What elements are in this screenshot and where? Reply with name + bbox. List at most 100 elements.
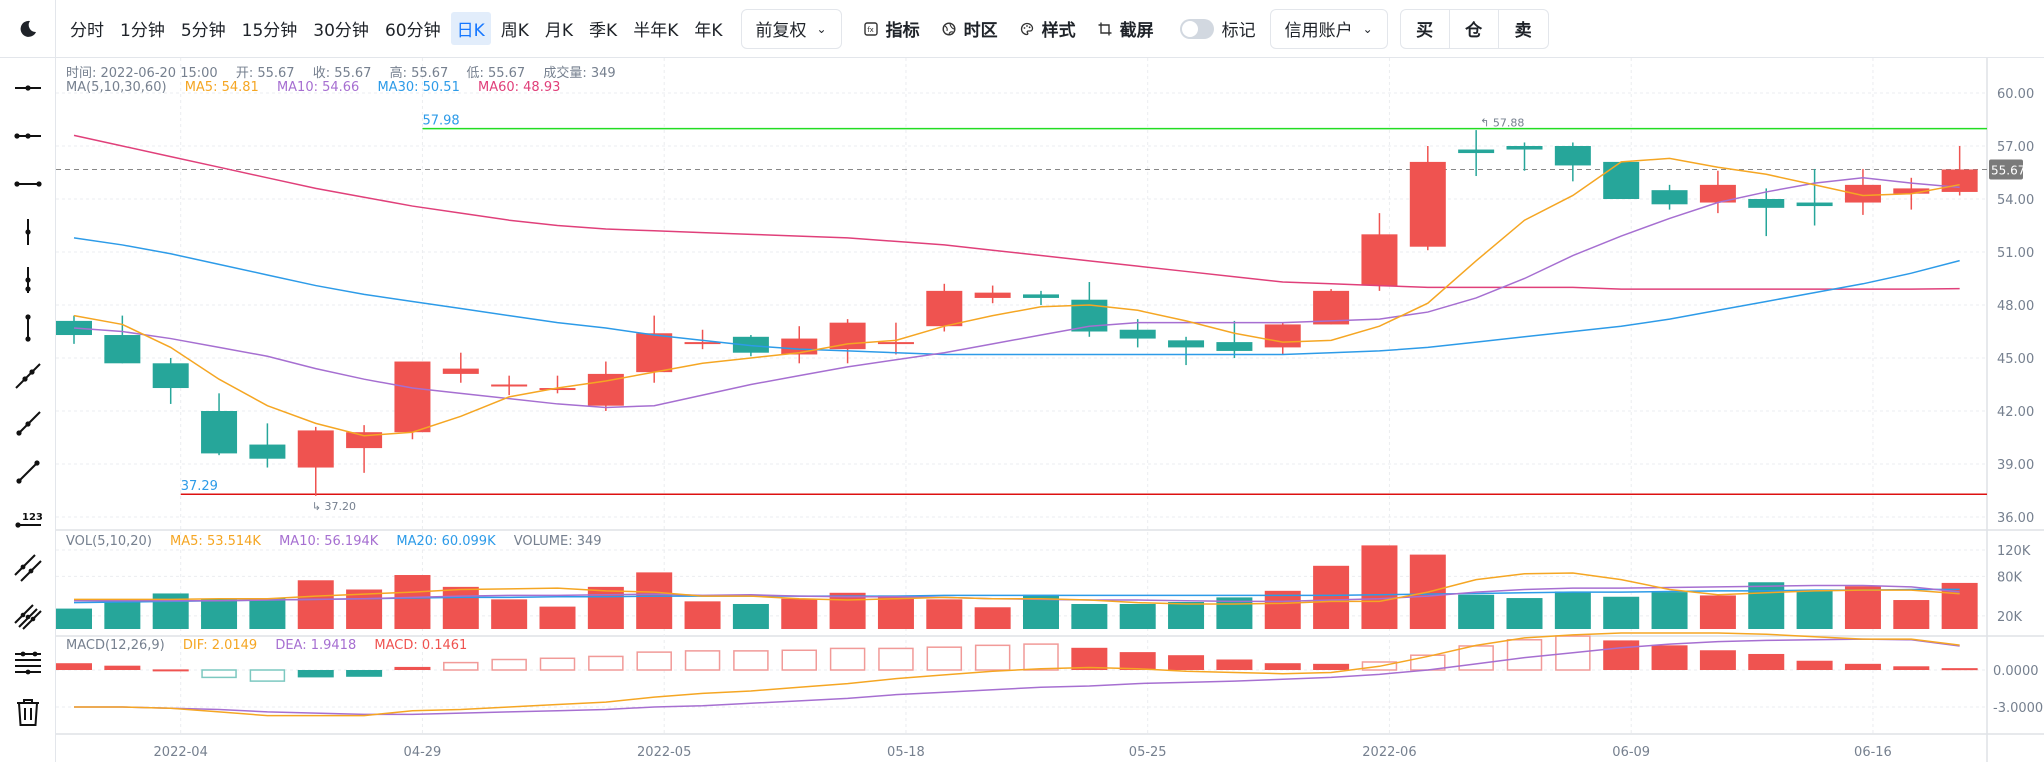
svg-text:36.00: 36.00 — [1997, 511, 2034, 526]
period-tab-daily[interactable]: 日K — [450, 12, 491, 45]
vol-ma10-value: MA10: 56.194K — [279, 534, 379, 549]
svg-text:fx: fx — [867, 26, 874, 34]
period-tab-half-year[interactable]: 半年K — [633, 21, 679, 41]
svg-text:57.98: 57.98 — [422, 114, 459, 129]
info-volume: 成交量: 349 — [543, 66, 616, 81]
drawing-toolbar: 123 — [0, 58, 56, 762]
svg-text:2022-05: 2022-05 — [637, 745, 691, 760]
crop-icon — [1098, 22, 1112, 35]
vertical-ray-icon[interactable] — [8, 212, 48, 252]
ohlc-info: 时间: 2022-06-20 15:00 开: 55.67 收: 55.67 高… — [66, 62, 630, 81]
sell-button[interactable]: 卖 — [1514, 21, 1532, 41]
svg-text:-3.0000: -3.0000 — [1993, 701, 2043, 716]
period-tab-monthly[interactable]: 月K — [544, 21, 574, 41]
vol-legend-title: VOL(5,10,20) — [66, 534, 152, 549]
segment-icon[interactable] — [8, 404, 48, 444]
price-adjust-label: 前复权 — [755, 21, 807, 41]
svg-text:↳ 37.20: ↳ 37.20 — [312, 500, 356, 513]
period-tab-30min[interactable]: 30分钟 — [313, 21, 369, 41]
period-tab-1min[interactable]: 1分钟 — [120, 21, 165, 41]
ma10-value: MA10: 54.66 — [276, 80, 360, 95]
svg-text:05-18: 05-18 — [887, 745, 925, 760]
macd-legend-title: MACD(12,26,9) — [66, 638, 165, 653]
ma-legend-title: MA(5,10,30,60) — [66, 80, 167, 95]
fibonacci-icon[interactable] — [8, 644, 48, 684]
mark-toggle-group: 标记 — [1179, 16, 1256, 41]
dea-value: DEA: 1.9418 — [275, 638, 357, 653]
ma30-value: MA30: 50.51 — [377, 80, 460, 95]
mark-label: 标记 — [1221, 21, 1256, 41]
period-tab-yearly[interactable]: 年K — [694, 21, 723, 41]
period-tabs: 分时 1分钟 5分钟 15分钟 30分钟 60分钟 日K 周K 月K 季K 半年… — [64, 12, 733, 45]
timezone-button[interactable]: 时区 — [942, 16, 998, 41]
svg-text:80K: 80K — [1997, 570, 2023, 585]
info-close: 收: 55.67 — [312, 66, 372, 81]
vertical-segment-icon[interactable] — [8, 260, 48, 300]
vol-ma5-value: MA5: 53.514K — [170, 534, 261, 549]
svg-text:06-16: 06-16 — [1854, 745, 1892, 760]
period-tab-15min[interactable]: 15分钟 — [241, 21, 298, 41]
svg-text:123: 123 — [22, 512, 43, 523]
vertical-line-icon[interactable] — [8, 308, 48, 348]
globe-icon — [942, 21, 956, 36]
price-channel-icon[interactable] — [8, 596, 48, 636]
chart-canvas[interactable]: 60.00 57.00 54.00 51.00 48.00 45.00 42.00 39.00… — [56, 58, 2044, 762]
vol-ma20-value: MA20: 60.099K — [396, 534, 496, 549]
theme-toggle-button[interactable] — [0, 0, 56, 58]
ma-legend: MA(5,10,30,60) MA5: 54.81 MA10: 54.66 MA… — [66, 80, 574, 95]
buy-button[interactable]: 买 — [1401, 9, 1450, 48]
macd-legend: MACD(12,26,9) DIF: 2.0149 DEA: 1.9418 MA… — [66, 638, 481, 653]
indicator-button[interactable]: fx 指标 — [863, 16, 920, 41]
parallel-channel-icon[interactable] — [8, 548, 48, 588]
screenshot-label: 截屏 — [1119, 21, 1154, 41]
macd-value: MACD: 0.1461 — [374, 638, 468, 653]
ma60-value: MA60: 48.93 — [478, 80, 561, 95]
svg-text:↰ 57.88: ↰ 57.88 — [1480, 116, 1524, 129]
svg-text:06-09: 06-09 — [1612, 745, 1650, 760]
svg-text:54.00: 54.00 — [1997, 193, 2034, 208]
style-button[interactable]: 样式 — [1020, 16, 1076, 41]
svg-text:05-25: 05-25 — [1129, 745, 1167, 760]
account-label: 信用账户 — [1284, 21, 1353, 41]
dif-value: DIF: 2.0149 — [182, 638, 258, 653]
period-tab-60min[interactable]: 60分钟 — [384, 21, 441, 41]
top-toolbar: 分时 1分钟 5分钟 15分钟 30分钟 60分钟 日K 周K 月K 季K 半年… — [0, 0, 2044, 58]
svg-text:120K: 120K — [1997, 544, 2031, 559]
timezone-label: 时区 — [963, 21, 998, 41]
price-adjust-dropdown[interactable]: 前复权 ⌄ — [740, 8, 842, 49]
period-tab-quarterly[interactable]: 季K — [589, 21, 618, 41]
svg-text:37.29: 37.29 — [181, 479, 218, 494]
screenshot-button[interactable]: 截屏 — [1098, 16, 1154, 41]
trade-button-group: 买 仓 卖 — [1399, 8, 1549, 49]
period-tab-weekly[interactable]: 周K — [500, 21, 529, 41]
svg-text:04-29: 04-29 — [404, 745, 442, 760]
mark-toggle[interactable] — [1179, 18, 1214, 39]
svg-text:55.67: 55.67 — [1991, 163, 2025, 177]
period-tab-5min[interactable]: 5分钟 — [180, 21, 226, 41]
svg-text:60.00: 60.00 — [1997, 87, 2034, 102]
fx-icon: fx — [863, 21, 878, 36]
svg-text:0.0000: 0.0000 — [1993, 664, 2039, 679]
straight-line-icon[interactable] — [8, 452, 48, 492]
vol-volume-value: VOLUME: 349 — [513, 534, 602, 549]
chevron-down-icon: ⌄ — [1362, 21, 1373, 36]
horizontal-ray-icon[interactable] — [8, 68, 48, 108]
horizontal-line-icon[interactable] — [8, 164, 48, 204]
svg-text:2022-04: 2022-04 — [154, 745, 208, 760]
period-tab-time-sharing[interactable]: 分时 — [70, 21, 104, 41]
horizontal-segment-icon[interactable] — [8, 116, 48, 156]
palette-icon — [1020, 22, 1033, 35]
indicator-label: 指标 — [885, 21, 920, 41]
chevron-down-icon: ⌄ — [816, 21, 827, 36]
svg-text:42.00: 42.00 — [1997, 405, 2034, 420]
account-dropdown[interactable]: 信用账户 ⌄ — [1269, 8, 1388, 49]
svg-text:57.00: 57.00 — [1997, 140, 2034, 155]
ray-icon[interactable] — [8, 356, 48, 396]
trash-icon[interactable] — [8, 692, 48, 732]
kline-chart[interactable]: 60.00 57.00 54.00 51.00 48.00 45.00 42.00 39.00… — [56, 58, 2044, 762]
price-line-icon[interactable]: 123 — [8, 500, 48, 540]
moon-icon — [20, 20, 36, 37]
svg-text:39.00: 39.00 — [1997, 458, 2034, 473]
position-button[interactable]: 仓 — [1450, 9, 1499, 48]
